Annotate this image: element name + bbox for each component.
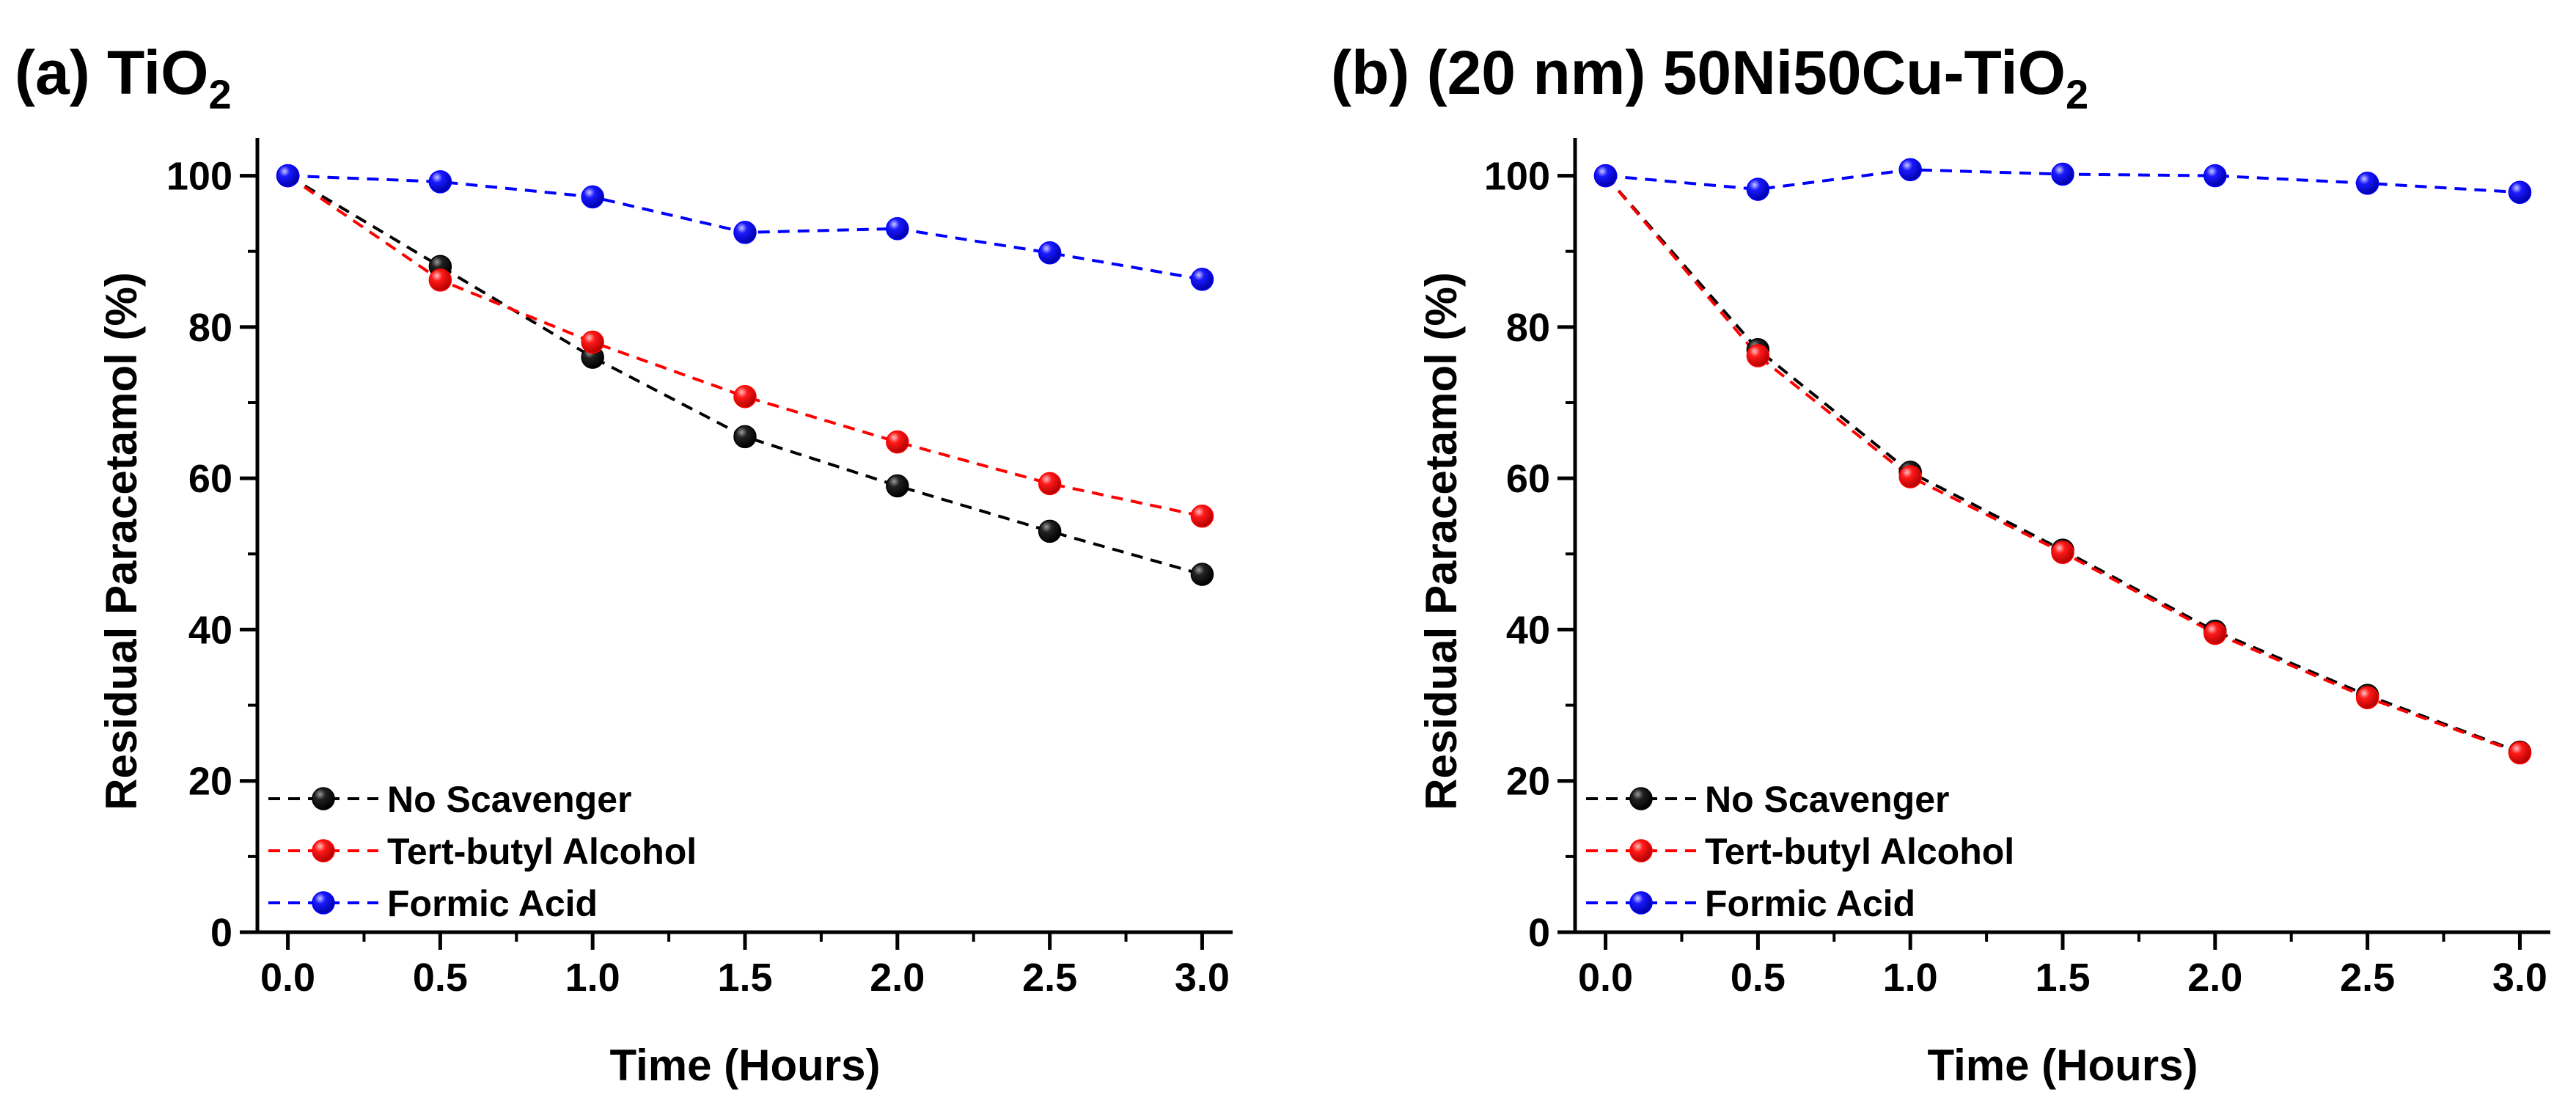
panel-a-legend-label-1: Tert-butyl Alcohol: [387, 831, 697, 872]
chart-panel-b: (b) (20 nm) 50Ni50Cu-TiO2 0.0 0.5 1.0 1.5 2.…: [1331, 38, 2550, 1090]
panel-b-xlabel: Time (Hours): [1928, 1041, 2198, 1090]
panel-a-data-point: [733, 425, 757, 449]
panel-b-y-tick-label: 40: [1506, 608, 1550, 652]
panel-b-legend-label-2: Formic Acid: [1705, 883, 1915, 924]
panel-b-data-point: [1898, 158, 1922, 182]
panel-b-x-tick-label: 3.0: [2492, 956, 2547, 1000]
panel-b-y-tick-label: 100: [1484, 155, 1550, 199]
panel-a-plot: 0.0 0.5 1.0 1.5 2.0 2.5 3.0 0 20 40 60 80 100 No Scav…: [166, 138, 1233, 1000]
panel-a-y-tick-label: 40: [188, 608, 232, 652]
panel-a-data-point: [886, 474, 909, 498]
panel-a-x-tick-label: 2.5: [1022, 956, 1077, 1000]
panel-a-x-tick-label: 1.5: [717, 956, 772, 1000]
panel-b-series-line-1: [1604, 175, 2521, 755]
panel-a-data-point: [886, 217, 909, 241]
panel-a-x-tick-label: 0.0: [260, 956, 315, 1000]
panel-b-data-point: [2355, 172, 2379, 195]
panel-b-x-tick-label: 0.0: [1578, 956, 1633, 1000]
panel-a-data-point: [733, 384, 757, 409]
panel-a-data-point: [428, 268, 452, 292]
panel-a-y-tick-label: 80: [188, 306, 232, 350]
panel-a-legend-marker-2: [312, 891, 335, 915]
panel-a-data-point: [581, 185, 604, 209]
panel-b-legend-marker-0: [1629, 787, 1653, 810]
panel-b-legend-label-1: Tert-butyl Alcohol: [1705, 831, 2014, 872]
panel-a-title: (a) TiO2: [15, 38, 232, 117]
panel-a-data-point: [1190, 563, 1214, 586]
panel-b-y-tick-label: 80: [1506, 306, 1550, 350]
panel-a-legend-marker-0: [312, 787, 335, 810]
panel-a-data-point: [1038, 241, 1062, 265]
panel-b-data-point: [2508, 180, 2532, 205]
panel-a-x-tick-label: 0.5: [413, 956, 468, 1000]
panel-b-plot: 0.0 0.5 1.0 1.5 2.0 2.5 3.0 0 20 40 60 80 100 No Scav…: [1484, 138, 2550, 1000]
panel-b-ylabel: Residual Paracetamol (%): [1417, 272, 1466, 810]
panel-a-data-point: [1038, 519, 1062, 543]
panel-a-legend-label-2: Formic Acid: [387, 883, 598, 924]
panel-b-x-tick-label: 0.5: [1731, 956, 1786, 1000]
panel-b-data-point: [2051, 541, 2074, 564]
panel-a-y-tick-label: 20: [188, 760, 232, 804]
panel-b-data-point: [2203, 164, 2227, 188]
panel-a-y-tick-label: 100: [166, 155, 232, 199]
panel-a-xlabel: Time (Hours): [610, 1041, 881, 1090]
panel-a-x-tick-label: 1.0: [565, 956, 620, 1000]
panel-a-legend-label-0: No Scavenger: [387, 779, 631, 820]
panel-a-ylabel: Residual Paracetamol (%): [97, 272, 146, 810]
panel-b-legend-marker-1: [1629, 839, 1653, 863]
panel-b-x-tick-label: 1.0: [1883, 956, 1938, 1000]
panel-a-y-tick-label: 0: [210, 911, 232, 955]
panel-b-y-tick-label: 20: [1506, 760, 1550, 804]
panel-b-x-tick-label: 2.5: [2340, 956, 2395, 1000]
panel-b-data-point: [2508, 741, 2532, 765]
panel-b-legend-marker-2: [1629, 891, 1653, 915]
panel-a-x-tick-label: 2.0: [870, 956, 925, 1000]
panel-b-legend-label-0: No Scavenger: [1705, 779, 1949, 820]
panel-b-data-point: [1746, 177, 1770, 201]
panel-b-data-point: [2203, 621, 2227, 645]
panel-a-data-point: [276, 164, 300, 188]
panel-a-x-tick-label: 3.0: [1175, 956, 1230, 1000]
panel-b-data-point: [1593, 164, 1618, 188]
chart-panel-a: (a) TiO2 0.0 0.5 1.0 1.5 2.0 2.5 3.0 0 20 40 60 80 1…: [15, 38, 1233, 1090]
panel-b-y-tick-label: 60: [1506, 457, 1550, 501]
panel-b-x-tick-label: 2.0: [2187, 956, 2242, 1000]
panel-b-data-point: [2355, 686, 2379, 710]
panel-b-y-tick-label: 0: [1528, 911, 1550, 955]
panel-a-data-point: [428, 170, 452, 194]
panel-a-legend-marker-1: [312, 839, 335, 863]
panel-b-x-tick-label: 1.5: [2035, 956, 2090, 1000]
panel-b-data-point: [1746, 344, 1770, 367]
panel-a-data-point: [733, 221, 757, 244]
panel-b-data-point: [1898, 465, 1922, 488]
panel-a-data-point: [1190, 504, 1214, 528]
panel-a-y-tick-label: 60: [188, 457, 232, 501]
panel-b-title: (b) (20 nm) 50Ni50Cu-TiO2: [1331, 38, 2088, 117]
panel-a-data-point: [1190, 268, 1214, 291]
panel-a-data-point: [1038, 472, 1062, 496]
panel-a-data-point: [886, 430, 909, 454]
panel-b-data-point: [2051, 162, 2074, 186]
panel-a-data-point: [581, 330, 604, 354]
panel-b-series-line-0: [1604, 175, 2521, 754]
